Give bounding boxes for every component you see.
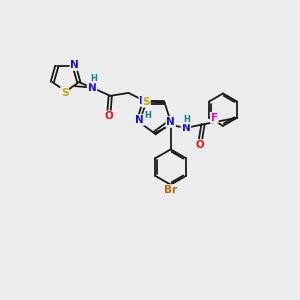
Text: N: N xyxy=(70,60,79,70)
Text: Br: Br xyxy=(164,185,177,195)
Text: N: N xyxy=(135,115,144,125)
Text: N: N xyxy=(140,96,148,106)
Text: H: H xyxy=(183,115,190,124)
Text: O: O xyxy=(104,112,113,122)
Text: H: H xyxy=(145,111,151,120)
Text: N: N xyxy=(88,82,96,93)
Text: N: N xyxy=(182,123,190,133)
Text: N: N xyxy=(166,117,175,127)
Text: S: S xyxy=(142,97,150,107)
Text: S: S xyxy=(61,88,68,98)
Text: H: H xyxy=(90,74,97,83)
Text: F: F xyxy=(211,113,218,123)
Text: O: O xyxy=(196,140,204,150)
